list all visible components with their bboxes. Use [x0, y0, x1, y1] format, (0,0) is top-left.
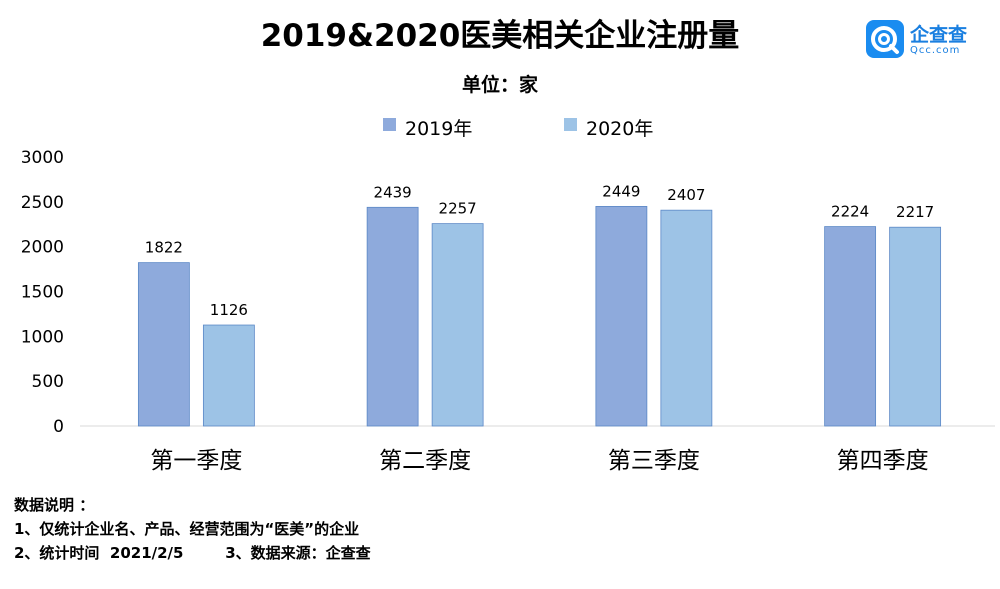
y-tick-label: 500 [32, 372, 64, 392]
x-category-label: 第三季度 [608, 448, 700, 474]
bar-2020 [889, 226, 942, 427]
data-label: 1822 [145, 239, 183, 257]
notes-heading: 数据说明 ： [14, 496, 95, 514]
data-label: 2439 [374, 183, 412, 201]
legend-swatch-2019 [383, 118, 396, 131]
bar-chart: 0 500 1000 1500 2000 2500 3000 1822 1126 第一季度 2439… [21, 148, 995, 474]
data-notes: 数据说明 ： 1、仅统计企业名、产品、经营范围为“医美”的企业 2、统计时间 2… [14, 493, 371, 565]
notes-line-1: 1、仅统计企业名、产品、经营范围为“医美”的企业 [14, 520, 360, 538]
bar-2019 [137, 262, 190, 427]
bar-2020 [202, 324, 255, 427]
notes-line-2: 2、统计时间 2021/2/5 3、数据来源：企查查 [14, 544, 371, 562]
y-tick-label: 1000 [21, 327, 64, 347]
logo-domain: Qcc.com [910, 45, 961, 56]
x-category-label: 第四季度 [837, 448, 929, 474]
data-label: 2407 [667, 186, 705, 204]
legend-swatch-2020 [564, 118, 577, 131]
qcc-logo: 企查查 Qcc.com [866, 20, 986, 60]
data-label: 2224 [831, 203, 869, 221]
bar-2020 [660, 209, 713, 427]
chart-title: 2019&2020医美相关企业注册量 [260, 18, 740, 54]
data-label: 2257 [439, 200, 477, 218]
legend-label-2020: 2020年 [586, 118, 654, 140]
chart-subtitle: 单位：家 [461, 74, 538, 96]
bar-2020 [431, 223, 484, 427]
x-category-label: 第二季度 [379, 448, 471, 474]
y-tick-label: 2500 [21, 193, 64, 213]
chart-legend: 2019年 2020年 [0, 114, 1000, 140]
data-label: 1126 [210, 301, 248, 319]
y-tick-label: 1500 [21, 283, 64, 303]
x-category-label: 第一季度 [150, 448, 242, 474]
legend-label-2019: 2019年 [405, 118, 473, 140]
y-tick-label: 2000 [21, 238, 64, 258]
bar-2019 [366, 206, 419, 427]
y-tick-label: 0 [53, 417, 64, 437]
bar-2019 [824, 226, 877, 427]
logo-name: 企查查 [910, 24, 968, 46]
data-label: 2217 [896, 203, 934, 221]
qcc-logo-icon [866, 20, 904, 58]
bar-2019 [595, 206, 648, 427]
y-tick-label: 3000 [21, 148, 64, 168]
data-label: 2449 [602, 182, 640, 200]
